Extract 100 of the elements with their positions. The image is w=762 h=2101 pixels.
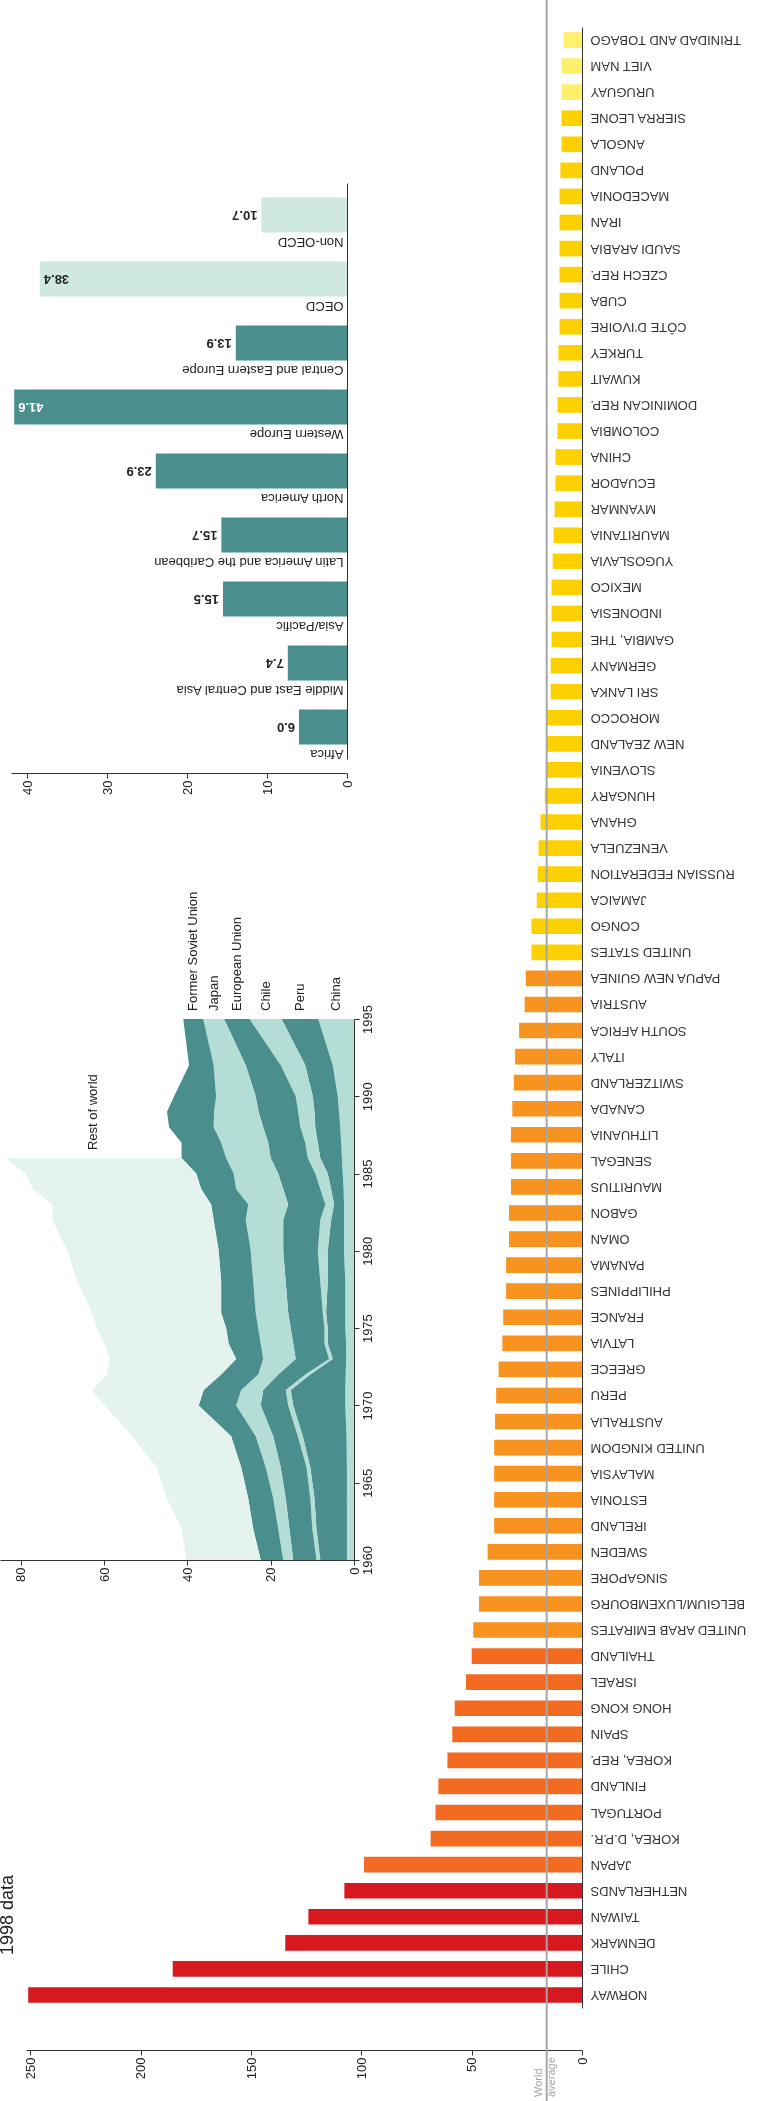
bar <box>525 970 582 987</box>
y-tick-label: ESTONIA <box>590 1492 648 1508</box>
bar <box>447 1752 582 1769</box>
y-tick-label: Africa <box>309 747 344 762</box>
y-tick-label: MYANMAR <box>590 502 656 518</box>
y-tick-label: SLOVENIA <box>590 762 656 778</box>
bar <box>495 1413 582 1430</box>
bar <box>519 1022 582 1039</box>
text: 1998 data <box>0 1873 17 1955</box>
bar <box>559 318 582 335</box>
data-label: 6.0 <box>276 720 295 735</box>
y-tick-label: GERMANY <box>590 658 657 674</box>
y-tick-label: HUNGARY <box>590 788 656 804</box>
y-tick-label: POLAND <box>590 163 644 179</box>
x-tick-label: 200 <box>133 2057 149 2080</box>
y-tick-label: ISRAEL <box>590 1675 637 1691</box>
bar <box>172 1961 582 1977</box>
data-label: 13.9 <box>206 336 232 351</box>
bar <box>478 1596 582 1612</box>
x-tick-label: 30 <box>99 780 115 795</box>
x-tick-label: 20 <box>263 1567 279 1582</box>
bar <box>545 762 582 778</box>
y-tick-label: 1985 <box>359 1159 375 1189</box>
bar <box>559 266 582 283</box>
y-tick-label: 1995 <box>359 1005 375 1034</box>
bar <box>544 788 582 804</box>
y-tick-label: CANADA <box>590 1101 645 1117</box>
y-tick-label: IRELAND <box>590 1518 647 1534</box>
bar <box>430 1830 582 1847</box>
y-tick-label: Middle East and Central Asia <box>175 683 344 698</box>
bar <box>39 261 347 297</box>
x-tick-label: 60 <box>96 1567 112 1582</box>
text: Former Soviet Union <box>185 891 201 1011</box>
bar <box>503 1309 582 1326</box>
y-tick-label: URUGUAY <box>590 85 655 101</box>
bar <box>546 735 582 752</box>
bar <box>155 453 347 489</box>
y-tick-label: COLOMBIA <box>590 424 660 440</box>
bar <box>558 371 582 387</box>
text: China <box>328 976 344 1011</box>
y-tick-label: VIET NAM <box>590 59 652 75</box>
text: Chile <box>257 981 273 1011</box>
bar <box>515 1048 582 1065</box>
y-tick-label: LITHUANIA <box>590 1127 659 1143</box>
bar <box>473 1622 582 1638</box>
y-tick-label: Western Europe <box>249 427 344 442</box>
y-tick-label: CONGO <box>590 919 640 935</box>
bar <box>531 944 582 961</box>
y-tick-label: NETHERLANDS <box>590 1883 688 1899</box>
y-tick-label: KOREA, D.P.R. <box>590 1831 680 1847</box>
bar <box>506 1283 582 1300</box>
bar <box>261 197 347 233</box>
bar <box>438 1778 582 1795</box>
y-tick-label: GHANA <box>590 815 637 831</box>
data-label: 23.9 <box>126 464 152 479</box>
y-tick-label: DOMINICAN REP. <box>590 397 698 413</box>
y-tick-label: North America <box>260 491 344 506</box>
y-tick-label: CÔTE D’IVOIRE <box>590 319 687 335</box>
ref-line-label: World average <box>531 2057 557 2097</box>
bar <box>551 579 582 596</box>
x-tick-label: 0 <box>339 780 355 788</box>
bar <box>364 1856 582 1873</box>
bar <box>435 1804 582 1821</box>
data-label: 38.4 <box>43 272 70 287</box>
bar <box>308 1908 582 1925</box>
y-tick-label: AUSTRALIA <box>590 1414 663 1430</box>
y-tick-label: THAILAND <box>590 1649 655 1665</box>
bar <box>510 1153 582 1169</box>
y-tick-label: SENEGAL <box>590 1153 652 1169</box>
y-tick-label: Asia/Pacific <box>275 619 344 634</box>
bar <box>478 1570 582 1586</box>
y-tick-label: KUWAIT <box>590 371 641 387</box>
y-tick-label: AUSTRIA <box>590 997 647 1013</box>
y-tick-label: 1975 <box>359 1314 375 1344</box>
x-tick-label: 0 <box>346 1567 362 1575</box>
y-tick-label: SIERRA LEONE <box>590 111 686 127</box>
y-tick-label: MAURITIUS <box>590 1179 662 1195</box>
bar <box>536 892 582 909</box>
bar <box>487 1544 582 1560</box>
y-tick-label: HONG KONG <box>590 1701 672 1717</box>
bar <box>538 840 582 856</box>
x-tick-label: 0 <box>574 2057 590 2065</box>
y-tick-label: SRI LANKA <box>590 684 659 700</box>
y-tick-label: CZECH REP. <box>590 267 668 283</box>
y-tick-label: MACEDONIA <box>590 189 670 205</box>
y-tick-label: FINLAND <box>590 1779 647 1795</box>
y-tick-label: ITALY <box>590 1049 625 1065</box>
y-tick-label: MALAYSIA <box>590 1466 655 1482</box>
y-tick-label: GABON <box>590 1205 638 1221</box>
bar <box>561 58 582 74</box>
y-tick-label: JAMAICA <box>590 893 647 909</box>
bar <box>559 292 582 309</box>
bar <box>558 345 582 361</box>
y-tick-label: PHILIPPINES <box>590 1284 671 1300</box>
bar <box>559 214 582 231</box>
bar <box>285 1935 582 1951</box>
y-tick-label: MOROCCO <box>590 710 660 726</box>
x-tick-label: 80 <box>13 1567 29 1582</box>
y-tick-label: DENMARK <box>590 1935 656 1951</box>
y-tick-label: TAIWAN <box>590 1909 640 1925</box>
